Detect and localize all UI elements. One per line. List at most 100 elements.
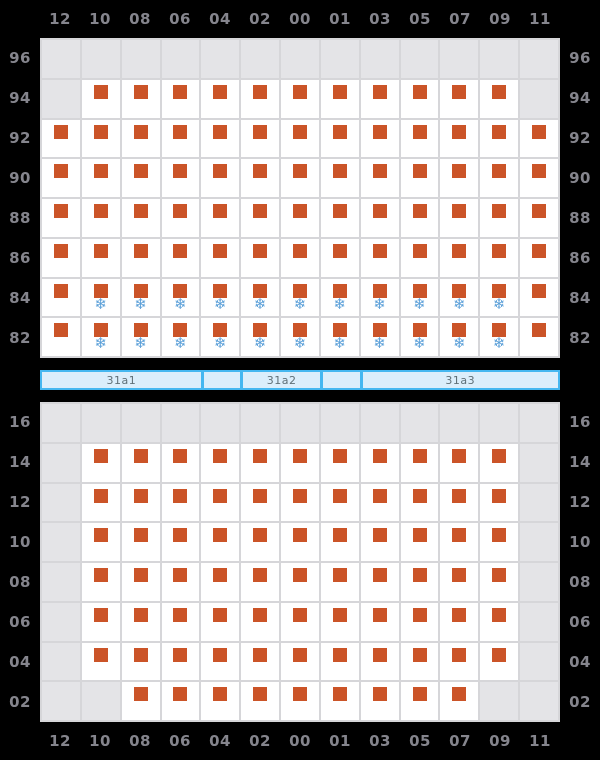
cell-92-12[interactable] <box>42 119 80 158</box>
cell-94-02[interactable] <box>241 79 280 118</box>
cell-88-11[interactable] <box>520 199 558 237</box>
cell-92-06[interactable] <box>161 119 200 158</box>
cell-14-10[interactable] <box>81 443 120 482</box>
cell-04-03[interactable] <box>360 642 399 681</box>
cell-84-03[interactable]: ❄ <box>360 278 399 317</box>
cell-06-08[interactable] <box>121 602 160 641</box>
cell-82-08[interactable]: ❄ <box>121 318 160 356</box>
cell-08-03[interactable] <box>360 563 399 601</box>
cell-02-05[interactable] <box>400 682 439 720</box>
cell-90-03[interactable] <box>360 159 399 197</box>
cell-84-00[interactable]: ❄ <box>281 278 319 317</box>
cell-08-08[interactable] <box>121 563 160 601</box>
cell-10-08[interactable] <box>121 523 160 561</box>
cell-86-03[interactable] <box>360 238 399 277</box>
cell-82-11[interactable] <box>520 318 558 356</box>
cell-12-10[interactable] <box>81 483 120 522</box>
cell-90-04[interactable] <box>201 159 240 197</box>
cell-12-02[interactable] <box>241 483 280 522</box>
cell-06-00[interactable] <box>281 602 319 641</box>
cell-90-02[interactable] <box>241 159 280 197</box>
cell-88-07[interactable] <box>440 199 479 237</box>
cell-92-05[interactable] <box>400 119 439 158</box>
cell-12-03[interactable] <box>360 483 399 522</box>
cell-14-08[interactable] <box>121 443 160 482</box>
cell-06-09[interactable] <box>480 602 519 641</box>
cell-86-04[interactable] <box>201 238 240 277</box>
cell-88-04[interactable] <box>201 199 240 237</box>
cell-04-01[interactable] <box>320 642 359 681</box>
cell-04-06[interactable] <box>161 642 200 681</box>
cell-86-10[interactable] <box>81 238 120 277</box>
cell-14-05[interactable] <box>400 443 439 482</box>
cell-88-05[interactable] <box>400 199 439 237</box>
cell-82-05[interactable]: ❄ <box>400 318 439 356</box>
cell-06-01[interactable] <box>320 602 359 641</box>
cell-90-00[interactable] <box>281 159 319 197</box>
section-31a2[interactable]: 31a2 <box>240 372 319 388</box>
cell-10-07[interactable] <box>440 523 479 561</box>
cell-04-07[interactable] <box>440 642 479 681</box>
cell-04-02[interactable] <box>241 642 280 681</box>
cell-86-06[interactable] <box>161 238 200 277</box>
cell-12-05[interactable] <box>400 483 439 522</box>
cell-94-04[interactable] <box>201 79 240 118</box>
cell-92-04[interactable] <box>201 119 240 158</box>
cell-88-01[interactable] <box>320 199 359 237</box>
cell-84-09[interactable]: ❄ <box>480 278 519 317</box>
cell-10-06[interactable] <box>161 523 200 561</box>
cell-84-12[interactable] <box>42 278 80 317</box>
cell-08-06[interactable] <box>161 563 200 601</box>
cell-14-09[interactable] <box>480 443 519 482</box>
cell-10-00[interactable] <box>281 523 319 561</box>
cell-12-04[interactable] <box>201 483 240 522</box>
cell-84-06[interactable]: ❄ <box>161 278 200 317</box>
cell-10-09[interactable] <box>480 523 519 561</box>
cell-14-00[interactable] <box>281 443 319 482</box>
cell-12-06[interactable] <box>161 483 200 522</box>
cell-12-08[interactable] <box>121 483 160 522</box>
cell-88-02[interactable] <box>241 199 280 237</box>
cell-94-07[interactable] <box>440 79 479 118</box>
cell-84-05[interactable]: ❄ <box>400 278 439 317</box>
cell-86-09[interactable] <box>480 238 519 277</box>
cell-02-08[interactable] <box>121 682 160 720</box>
cell-92-03[interactable] <box>360 119 399 158</box>
cell-12-01[interactable] <box>320 483 359 522</box>
cell-88-12[interactable] <box>42 199 80 237</box>
cell-94-06[interactable] <box>161 79 200 118</box>
cell-14-02[interactable] <box>241 443 280 482</box>
cell-12-09[interactable] <box>480 483 519 522</box>
cell-08-07[interactable] <box>440 563 479 601</box>
cell-90-08[interactable] <box>121 159 160 197</box>
cell-82-02[interactable]: ❄ <box>241 318 280 356</box>
cell-86-12[interactable] <box>42 238 80 277</box>
cell-84-02[interactable]: ❄ <box>241 278 280 317</box>
cell-06-04[interactable] <box>201 602 240 641</box>
cell-94-00[interactable] <box>281 79 319 118</box>
cell-08-02[interactable] <box>241 563 280 601</box>
cell-08-10[interactable] <box>81 563 120 601</box>
cell-82-04[interactable]: ❄ <box>201 318 240 356</box>
cell-02-03[interactable] <box>360 682 399 720</box>
cell-90-06[interactable] <box>161 159 200 197</box>
cell-94-08[interactable] <box>121 79 160 118</box>
cell-86-00[interactable] <box>281 238 319 277</box>
cell-12-00[interactable] <box>281 483 319 522</box>
cell-06-02[interactable] <box>241 602 280 641</box>
cell-02-06[interactable] <box>161 682 200 720</box>
cell-88-03[interactable] <box>360 199 399 237</box>
cell-84-01[interactable]: ❄ <box>320 278 359 317</box>
cell-06-06[interactable] <box>161 602 200 641</box>
cell-14-07[interactable] <box>440 443 479 482</box>
cell-82-01[interactable]: ❄ <box>320 318 359 356</box>
cell-08-05[interactable] <box>400 563 439 601</box>
cell-04-10[interactable] <box>81 642 120 681</box>
cell-04-05[interactable] <box>400 642 439 681</box>
cell-84-04[interactable]: ❄ <box>201 278 240 317</box>
cell-92-10[interactable] <box>81 119 120 158</box>
cell-86-02[interactable] <box>241 238 280 277</box>
cell-02-04[interactable] <box>201 682 240 720</box>
cell-10-01[interactable] <box>320 523 359 561</box>
section-31a1[interactable]: 31a1 <box>106 373 137 387</box>
